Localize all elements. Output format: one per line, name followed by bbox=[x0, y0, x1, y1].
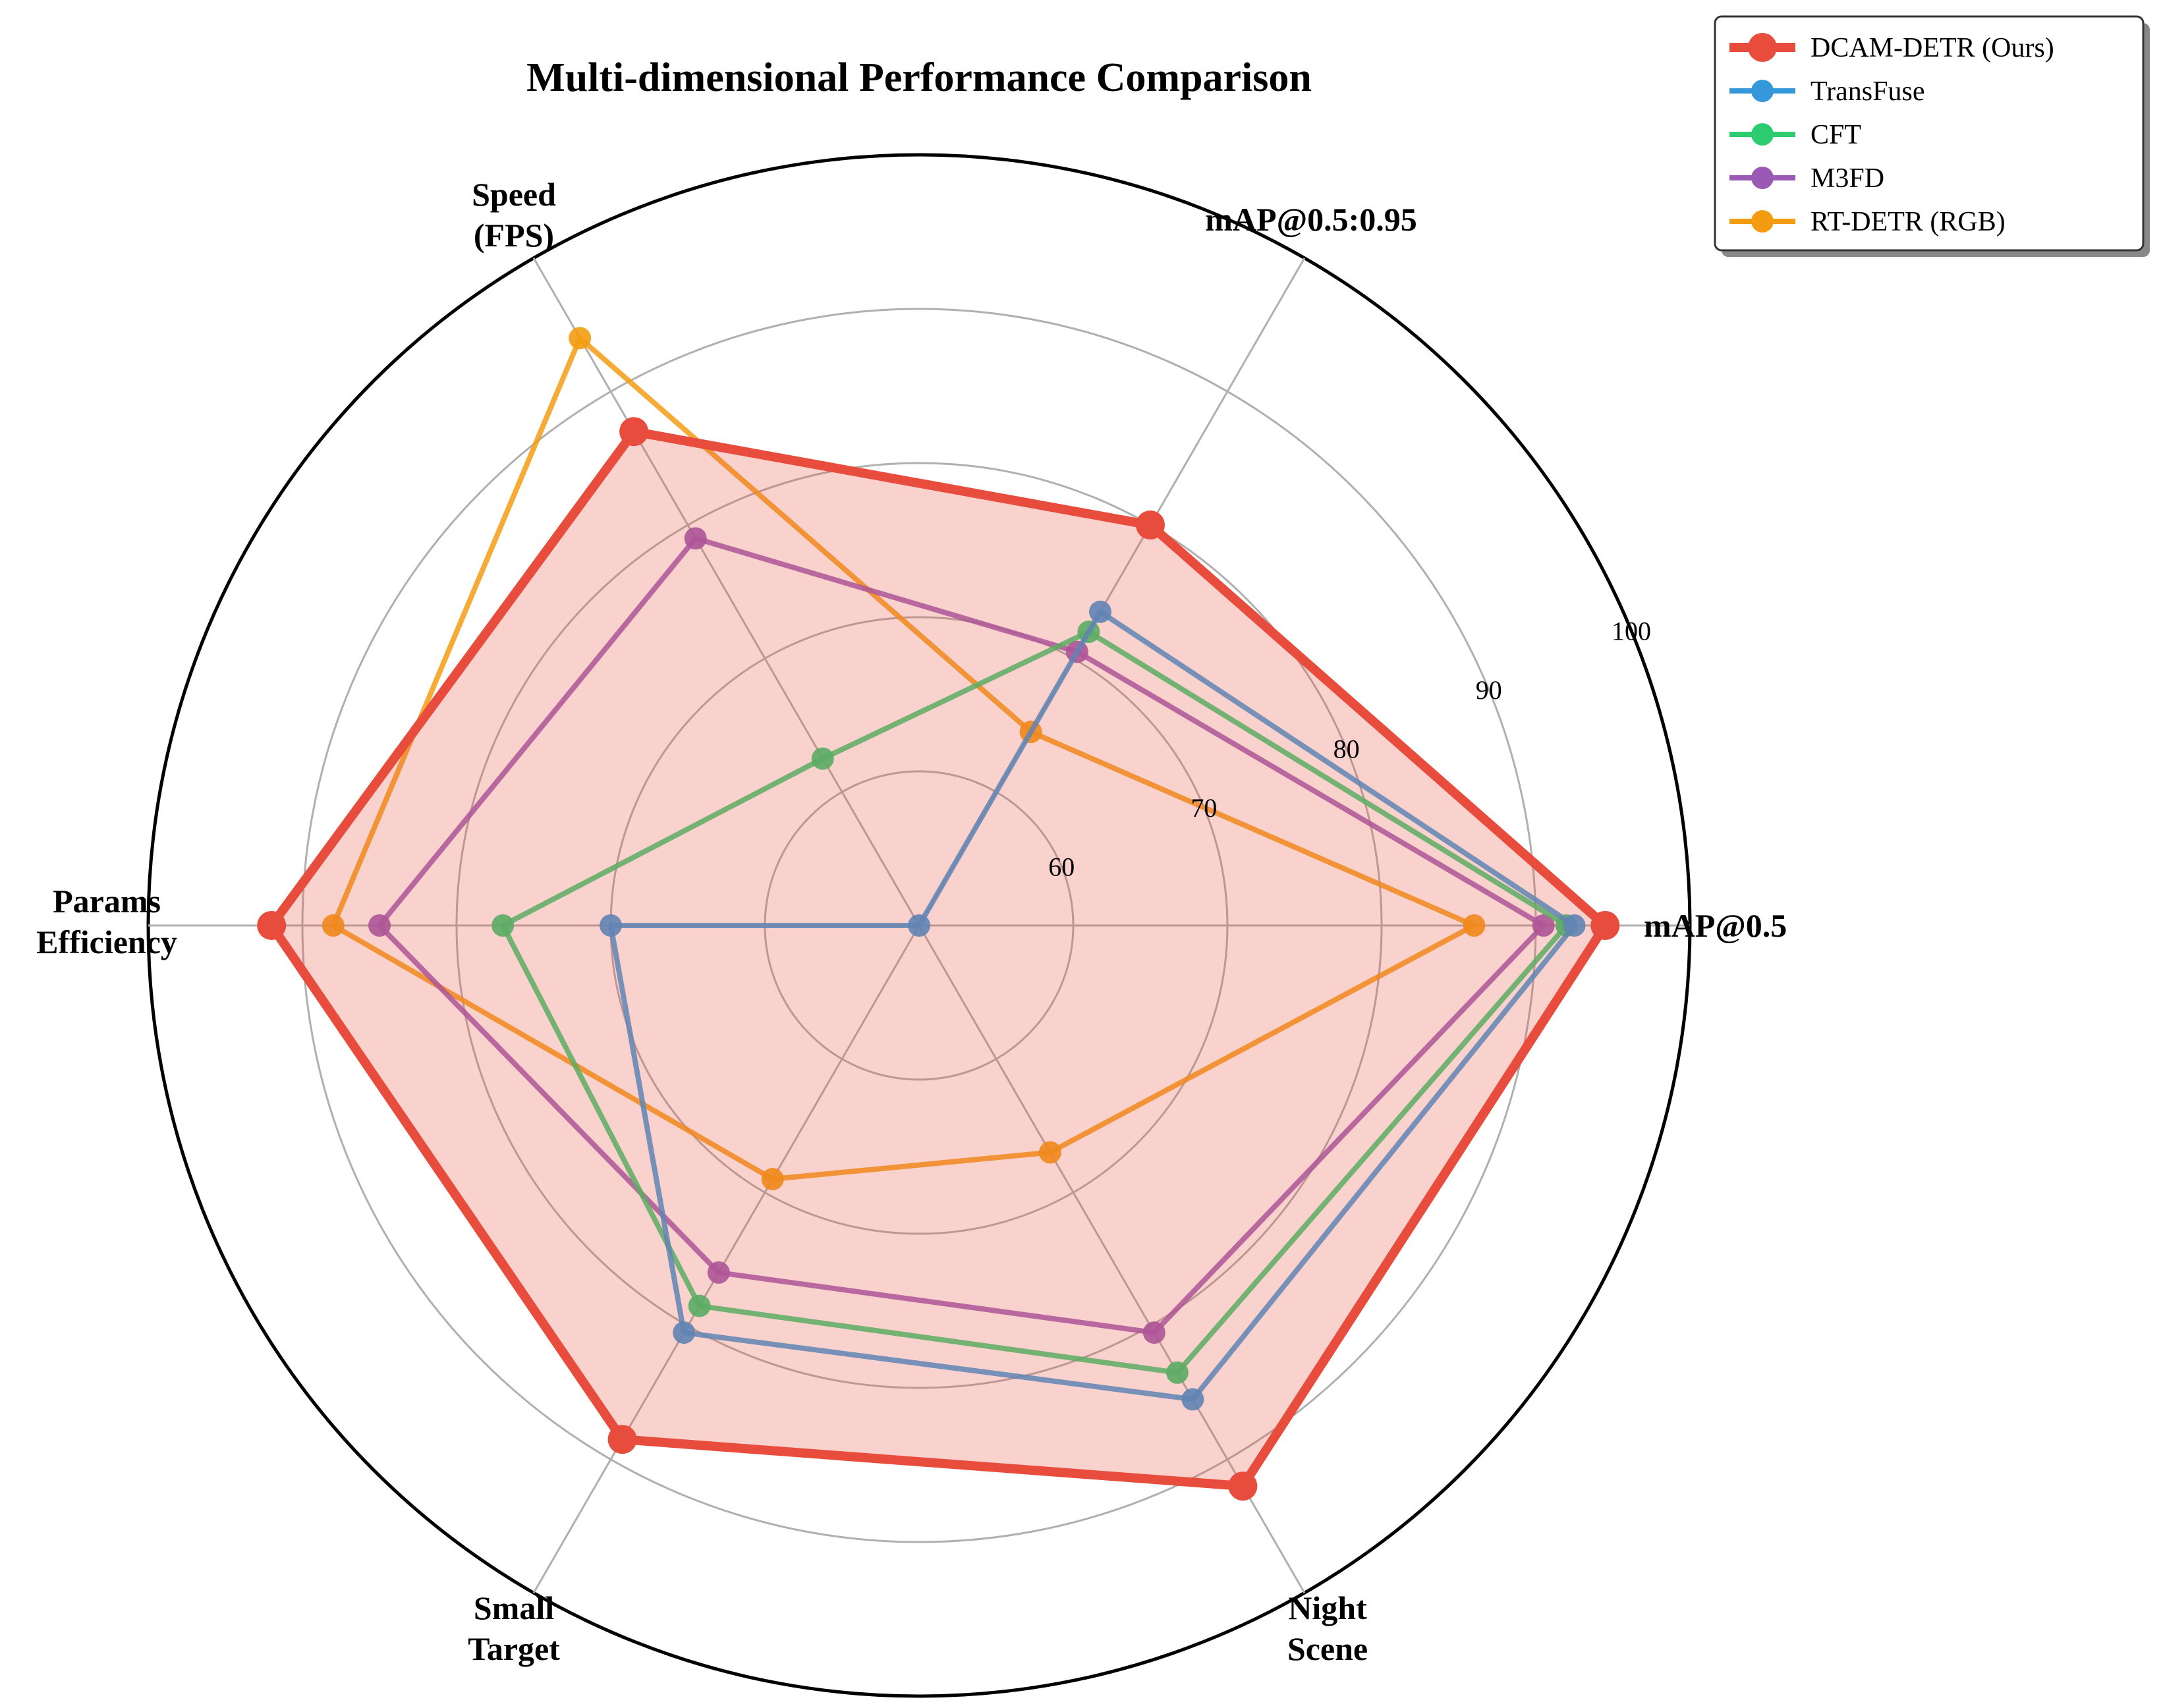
data-point bbox=[1088, 600, 1111, 623]
legend-marker bbox=[1751, 167, 1774, 189]
spoke-2 bbox=[532, 258, 920, 926]
data-point bbox=[1181, 1388, 1204, 1411]
chart-title: Multi-dimensional Performance Comparison bbox=[526, 55, 1312, 100]
data-point bbox=[1590, 911, 1620, 940]
legend-item-0: DCAM-DETR (Ours) bbox=[1729, 33, 2054, 63]
data-point bbox=[684, 527, 707, 550]
data-point bbox=[1165, 1361, 1189, 1384]
radial-tick-labels: 60 70 80 90 100 bbox=[1048, 616, 1651, 881]
data-point bbox=[619, 417, 649, 447]
tick-label-70: 70 bbox=[1191, 793, 1217, 823]
legend-marker bbox=[1751, 80, 1774, 102]
data-point bbox=[673, 1321, 696, 1344]
data-point bbox=[322, 914, 345, 937]
axis-label-0: mAP@0.5 bbox=[1644, 907, 1787, 944]
axis-label-5: Night Scene bbox=[1287, 1589, 1368, 1667]
tick-label-80: 80 bbox=[1333, 734, 1360, 763]
data-point bbox=[707, 1261, 730, 1284]
legend-box bbox=[1714, 15, 2145, 252]
legend-item-1: TransFuse bbox=[1729, 76, 1925, 107]
legend-label: TransFuse bbox=[1810, 76, 1925, 107]
legend-label: CFT bbox=[1810, 120, 1861, 150]
legend-marker bbox=[1751, 210, 1774, 233]
legend-marker bbox=[1748, 33, 1777, 62]
data-point bbox=[761, 1168, 784, 1191]
axis-label-4: Small Target bbox=[468, 1589, 560, 1667]
axis-labels: mAP@0.5 mAP@0.5:0.95 Speed (FPS) Params Effic… bbox=[36, 176, 1787, 1667]
axis-label-2: Speed (FPS) bbox=[472, 176, 556, 254]
series-layer bbox=[257, 327, 1620, 1501]
legend-label: RT-DETR (RGB) bbox=[1810, 207, 2006, 237]
data-point bbox=[1038, 1141, 1061, 1164]
data-point bbox=[600, 914, 622, 937]
data-point bbox=[1463, 914, 1486, 937]
data-point bbox=[1142, 1321, 1165, 1344]
data-point bbox=[688, 1294, 711, 1317]
tick-label-90: 90 bbox=[1476, 675, 1502, 705]
data-point bbox=[491, 914, 515, 937]
data-point bbox=[1532, 914, 1555, 937]
series-0 bbox=[257, 417, 1620, 1501]
series-1 bbox=[600, 600, 1586, 1411]
data-point bbox=[811, 747, 834, 770]
data-point bbox=[1136, 510, 1165, 540]
data-point bbox=[1228, 1472, 1258, 1501]
data-point bbox=[569, 327, 592, 350]
legend-item-4: RT-DETR (RGB) bbox=[1729, 207, 2006, 237]
data-point bbox=[1563, 914, 1586, 937]
legend-label: DCAM-DETR (Ours) bbox=[1810, 33, 2054, 63]
series-fill-0 bbox=[271, 431, 1606, 1487]
axis-label-1: mAP@0.5:0.95 bbox=[1205, 201, 1417, 238]
axis-label-3: Params Efficiency bbox=[36, 883, 177, 960]
legend-marker bbox=[1751, 123, 1774, 146]
data-point bbox=[257, 911, 287, 940]
data-point bbox=[908, 914, 930, 937]
tick-label-100: 100 bbox=[1612, 616, 1651, 646]
data-point bbox=[607, 1425, 637, 1454]
tick-label-60: 60 bbox=[1048, 852, 1075, 881]
spoke-4 bbox=[532, 925, 920, 1593]
legend: DCAM-DETR (Ours) TransFuse CFT M3FD RT-DETR … bbox=[1714, 15, 2150, 257]
legend-label: M3FD bbox=[1810, 163, 1884, 194]
data-point bbox=[368, 914, 391, 937]
legend-item-2: CFT bbox=[1729, 120, 1861, 150]
legend-item-3: M3FD bbox=[1729, 163, 1884, 194]
